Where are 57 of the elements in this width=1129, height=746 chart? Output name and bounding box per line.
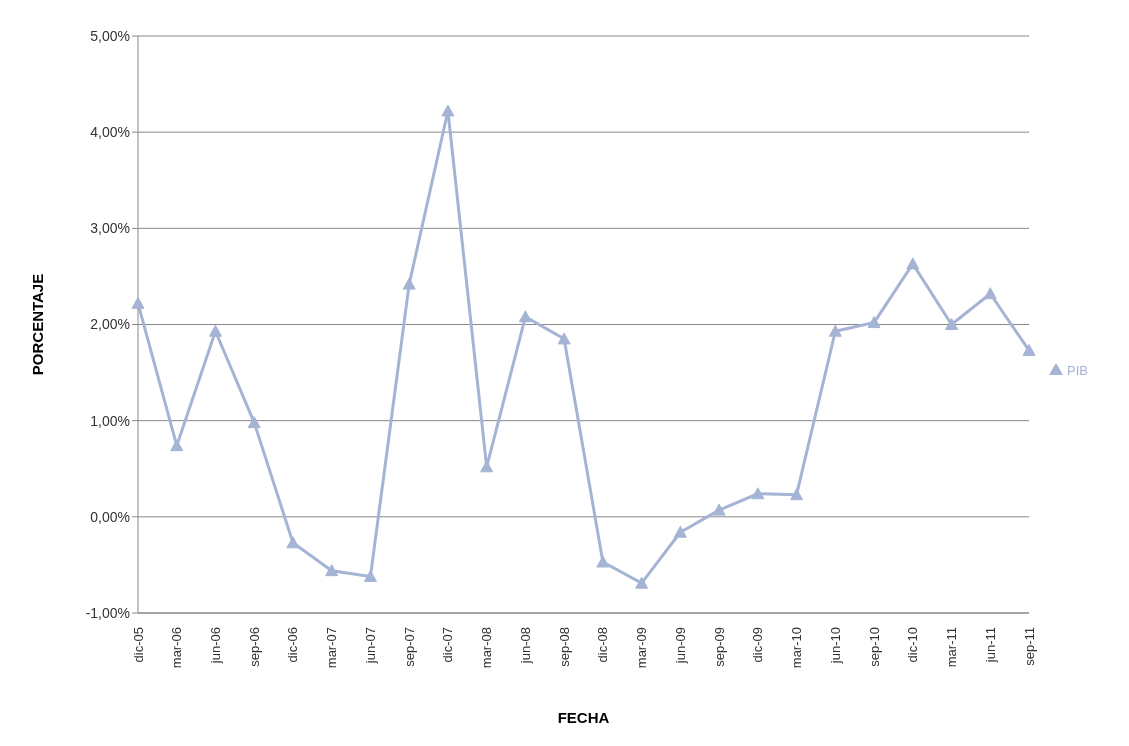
- y-tick-label: 3,00%: [90, 220, 130, 237]
- x-tick-label: jun-11: [982, 627, 998, 664]
- x-tick-label: jun-06: [207, 627, 223, 665]
- x-tick-label: dic-08: [595, 627, 611, 663]
- point: [945, 318, 959, 330]
- x-tick-label: jun-07: [362, 627, 378, 665]
- legend-label: PIB: [1067, 362, 1088, 378]
- y-axis-title: PORCENTAJE: [29, 273, 47, 376]
- point: [596, 555, 610, 568]
- x-tick-label: sep-07: [401, 627, 417, 667]
- point: [441, 104, 455, 117]
- point: [867, 316, 881, 329]
- x-tick-label: jun-09: [672, 627, 688, 665]
- y-tick-label: 2,00%: [90, 316, 130, 333]
- x-tick-label: dic-06: [285, 627, 301, 663]
- point: [247, 416, 261, 429]
- x-tick-label: mar-10: [789, 627, 805, 669]
- x-tick-label: mar-07: [324, 627, 340, 669]
- point: [557, 332, 571, 345]
- x-tick-label: sep-11: [1021, 627, 1037, 666]
- x-tick-label: mar-11: [944, 627, 960, 668]
- point: [208, 324, 222, 337]
- y-tick-label: -1,00%: [85, 604, 130, 621]
- point: [635, 576, 649, 589]
- y-tick-label: 5,00%: [90, 27, 130, 44]
- point: [906, 257, 920, 270]
- point: [983, 287, 997, 300]
- y-tick-label: 1,00%: [90, 412, 130, 429]
- point: [751, 487, 765, 500]
- x-tick-label: jun-08: [517, 627, 533, 665]
- x-tick-label: jun-10: [827, 627, 843, 665]
- point: [828, 324, 842, 337]
- x-tick-label: sep-10: [866, 627, 882, 667]
- x-axis-title: FECHA: [557, 709, 610, 726]
- x-tick-label: sep-09: [711, 627, 727, 667]
- x-tick-label: dic-10: [905, 627, 921, 663]
- point: [170, 439, 184, 452]
- point: [518, 310, 532, 323]
- point: [131, 296, 145, 309]
- x-tick-label: mar-08: [479, 627, 495, 669]
- x-tick-label: dic-07: [440, 627, 456, 663]
- point: [402, 277, 416, 290]
- x-tick-label: sep-08: [556, 627, 572, 667]
- x-tick-label: mar-09: [634, 627, 650, 669]
- point: [712, 503, 726, 516]
- x-tick-label: dic-05: [130, 627, 146, 663]
- point: [1022, 343, 1036, 356]
- point: [363, 569, 377, 582]
- y-tick-label: 0,00%: [90, 508, 130, 525]
- point: [673, 525, 687, 538]
- x-tick-label: dic-09: [750, 627, 766, 663]
- point: [325, 564, 339, 577]
- point: [790, 488, 804, 501]
- point: [286, 536, 300, 549]
- x-tick-label: sep-06: [246, 627, 262, 667]
- x-tick-label: mar-06: [169, 627, 185, 669]
- y-tick-label: 4,00%: [90, 124, 130, 141]
